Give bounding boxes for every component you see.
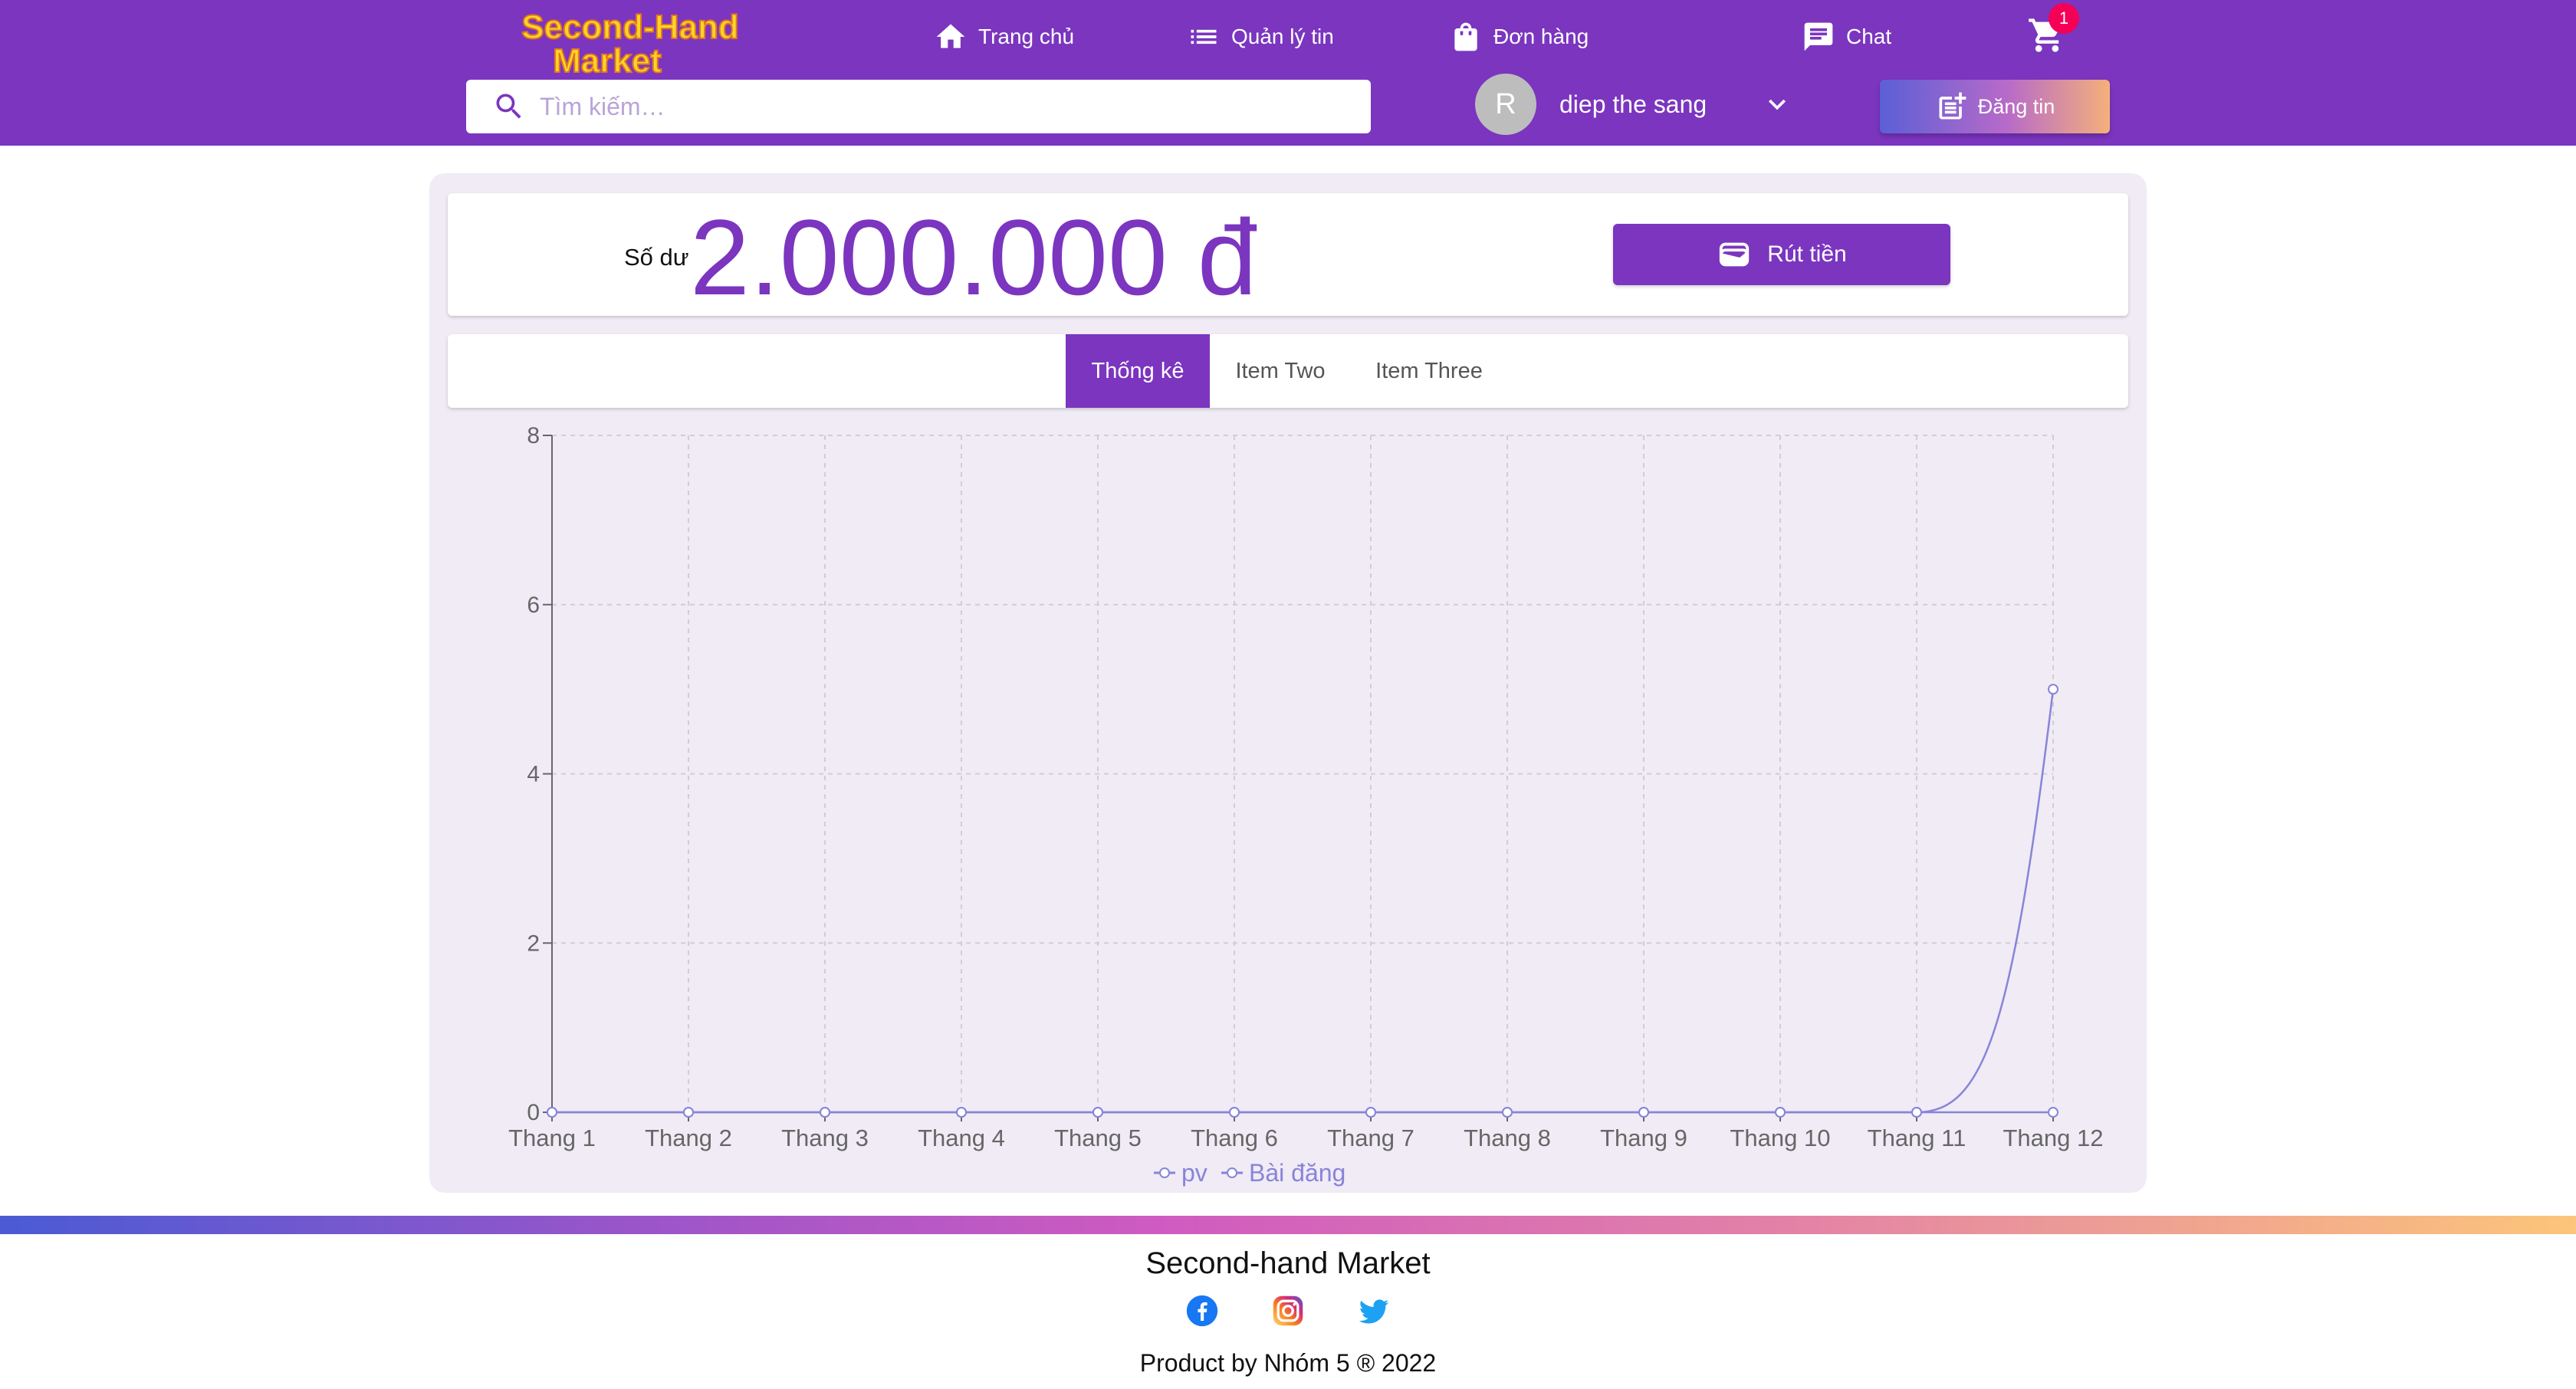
avatar: R: [1475, 74, 1536, 135]
tab-statistics[interactable]: Thống kê: [1066, 334, 1210, 408]
nav-orders-label: Đơn hàng: [1493, 25, 1589, 48]
search-input[interactable]: [540, 92, 1306, 121]
search-bar[interactable]: [466, 80, 1371, 133]
site-logo[interactable]: Second-Hand Market: [485, 6, 776, 80]
nav-chat[interactable]: Chat: [1802, 14, 1891, 60]
balance-label: Số dư: [624, 244, 689, 271]
twitter-icon: [1359, 1299, 1389, 1324]
instagram-link[interactable]: [1271, 1294, 1305, 1328]
chevron-down-icon: [1769, 99, 1786, 110]
twitter-link[interactable]: [1357, 1294, 1391, 1328]
nav-chat-label: Chat: [1846, 25, 1892, 48]
nav-manage-posts-label: Quản lý tin: [1231, 25, 1334, 48]
cart-count-badge: 1: [2049, 3, 2079, 34]
nav-home-label: Trang chủ: [978, 25, 1075, 48]
post-listing-button[interactable]: Đăng tin: [1880, 80, 2110, 133]
logo-line-2: Market: [553, 42, 662, 75]
tab-item-two[interactable]: Item Two: [1235, 358, 1326, 383]
withdraw-button[interactable]: Rút tiền: [1613, 224, 1950, 285]
facebook-icon: [1186, 1295, 1218, 1327]
home-icon: [936, 24, 965, 48]
facebook-link[interactable]: [1185, 1294, 1219, 1328]
top-header: Second-Hand Market Trang chủ Quản lý tin…: [0, 0, 2576, 146]
shopping-bag-icon: [1454, 22, 1477, 51]
tab-item-three[interactable]: Item Three: [1375, 358, 1483, 383]
search-icon: [496, 94, 521, 119]
chat-icon: [1804, 22, 1833, 51]
user-menu[interactable]: R diep the sang: [1475, 74, 1707, 135]
logo-line-1: Second-Hand: [521, 8, 739, 46]
nav-orders[interactable]: Đơn hàng: [1449, 14, 1589, 60]
balance-value: 2.000.000 đ: [690, 197, 1257, 317]
wallet-icon: [1720, 242, 1750, 267]
footer-credit: Product by Nhóm 5 ® 2022: [1139, 1349, 1437, 1377]
tabs-bar: [448, 334, 2128, 408]
withdraw-label: Rút tiền: [1767, 241, 1847, 267]
list-icon: [1191, 29, 1217, 44]
instagram-icon: [1273, 1295, 1303, 1326]
nav-home[interactable]: Trang chủ: [934, 14, 1074, 60]
wallet-panel: [429, 173, 2147, 1193]
post-add-icon: [1939, 92, 1967, 120]
user-menu-toggle[interactable]: [1760, 87, 1794, 121]
nav-manage-posts[interactable]: Quản lý tin: [1187, 14, 1334, 60]
footer-title: Second-hand Market: [1145, 1246, 1431, 1280]
post-listing-label: Đăng tin: [1977, 94, 2055, 118]
user-name: diep the sang: [1559, 90, 1707, 118]
footer-gradient-strip: [0, 1216, 2576, 1234]
